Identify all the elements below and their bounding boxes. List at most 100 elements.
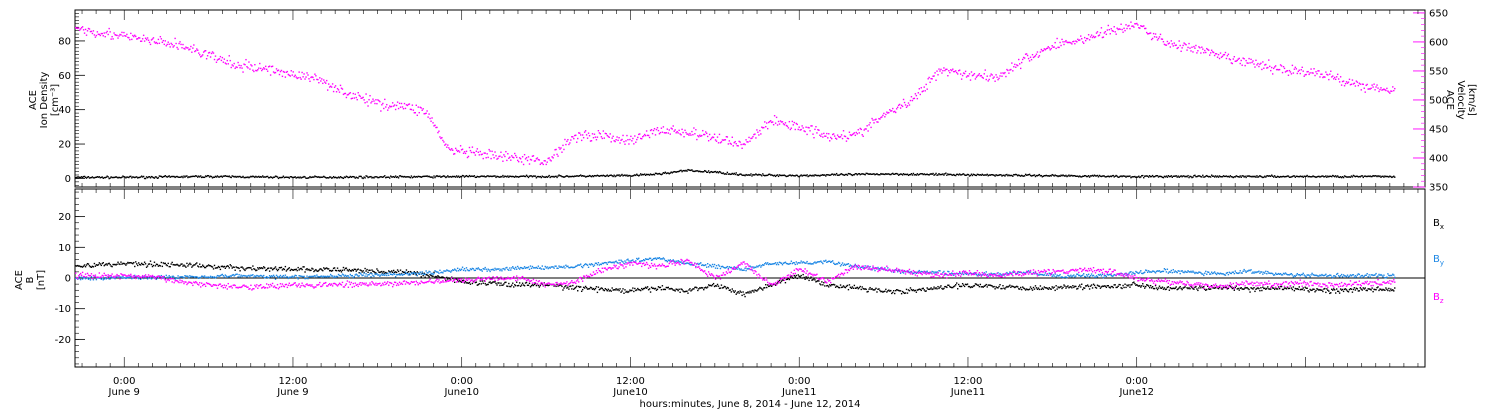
velocity-point [361,97,363,99]
velocity-point [172,46,174,48]
density-point [1097,176,1100,178]
bfield-ytick-label: 20 [58,212,71,223]
by-point [190,276,192,278]
density-point [254,176,256,179]
velocity-point [1388,91,1390,93]
density-point [333,176,336,179]
velocity-point [229,59,231,62]
density-point [549,176,551,179]
velocity-point [611,137,613,139]
velocity-point [1118,28,1120,30]
bx-point [893,290,895,292]
bx-point [203,266,206,269]
velocity-point [501,156,503,158]
by-point [485,268,487,271]
density-point [1228,176,1231,178]
density-point [255,175,257,178]
velocity-point [1162,40,1165,43]
density-point [817,174,819,177]
density-point [1393,175,1395,177]
density-point [542,176,544,178]
velocity-point [108,27,110,30]
velocity-point [1013,66,1015,68]
bx-point [446,276,448,279]
density-point [1259,175,1261,177]
density-point [1106,175,1109,178]
density-point [1318,175,1320,178]
velocity-point [502,160,504,162]
bx-point [831,283,834,286]
velocity-point [1291,64,1294,67]
velocity-point [1114,31,1116,33]
bx-point [198,266,200,268]
density-point [1072,175,1074,177]
velocity-point [241,67,243,69]
bx-point [579,286,581,288]
bx-point [1352,288,1355,291]
velocity-point [1289,71,1292,73]
by-point [155,278,158,281]
velocity-point [1281,71,1284,74]
bx-point [498,282,500,284]
velocity-point [149,43,152,46]
density-point [452,175,454,178]
bx-point [192,265,194,267]
velocity-point [1302,70,1304,72]
velocity-point [642,136,644,138]
density-point [555,175,557,178]
by-point [184,275,186,277]
bx-point [1173,287,1175,290]
by-point [397,273,400,276]
bx-point [840,286,843,289]
density-point [892,172,894,175]
velocity-point [714,139,717,141]
velocity-point [536,157,539,159]
velocity-point [925,83,927,86]
density-point [834,174,837,176]
density-point [287,176,290,179]
density-point [1312,175,1314,177]
density-point [1037,174,1040,176]
velocity-point [999,75,1001,77]
velocity-point [670,127,672,129]
density-point [888,173,890,175]
bx-point [1031,289,1034,291]
velocity-point [154,42,157,44]
velocity-point [387,109,389,111]
density-point [736,174,738,176]
bx-point [864,288,866,290]
bx-point [1228,284,1231,287]
velocity-point [603,137,606,139]
velocity-point [537,158,540,161]
velocity-point [939,70,941,72]
bx-point [1001,287,1003,290]
bx-point [1102,285,1105,288]
velocity-point [432,122,434,124]
bx-point [394,271,397,273]
bx-point [1073,286,1075,289]
velocity-point [799,129,801,131]
velocity-point [1296,72,1299,75]
by-point [435,270,437,273]
velocity-point [580,139,583,142]
by-point [426,272,428,274]
density-point [693,170,695,173]
density-point [600,174,603,177]
density-point [657,173,660,175]
density-point [908,173,911,176]
bx-point [1150,287,1153,289]
bx-point [447,278,449,280]
velocity-point [412,109,415,111]
bx-point [235,266,237,268]
bx-point [280,266,283,269]
velocity-point [1182,44,1184,47]
density-point [627,175,629,177]
bx-point [223,265,226,268]
bx-point [323,267,325,269]
velocity-point [309,80,311,83]
bx-point [294,268,296,271]
density-point [259,176,261,178]
velocity-point [225,63,228,65]
bx-point [704,287,706,289]
velocity-point [610,141,612,143]
